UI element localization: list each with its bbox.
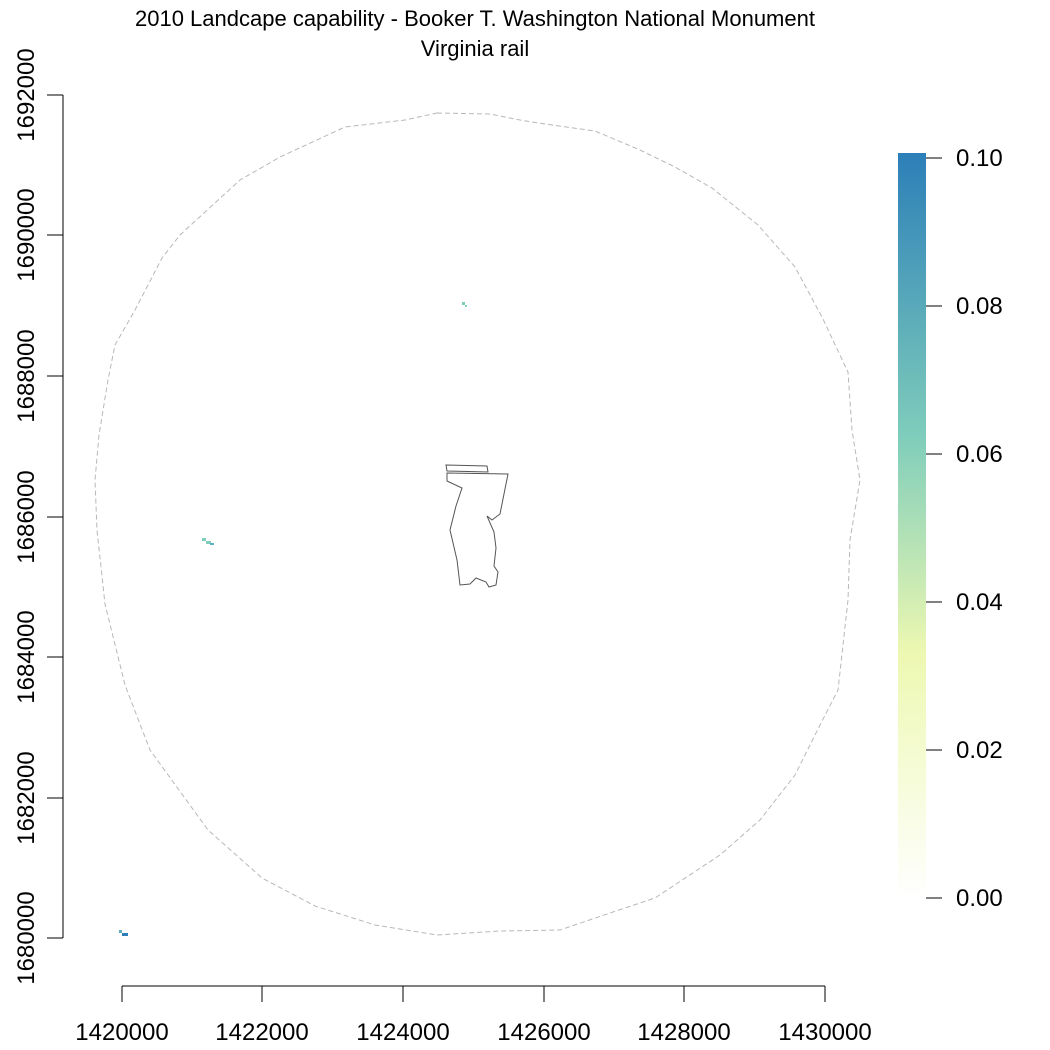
legend-label: 0.04	[956, 589, 1003, 616]
y-axis	[47, 94, 64, 939]
map-title: 2010 Landcape capability - Booker T. Was…	[135, 6, 815, 31]
x-tick-label: 1422000	[215, 1019, 308, 1046]
park-boundary	[445, 464, 509, 588]
legend-label: 0.00	[956, 885, 1003, 912]
x-tick-label: 1428000	[637, 1019, 730, 1046]
habitat-patch	[462, 302, 465, 305]
legend-colorbar	[898, 153, 926, 899]
habitat-patch	[122, 933, 128, 936]
x-axis	[121, 985, 826, 1002]
x-tick-label: 1424000	[356, 1019, 449, 1046]
legend-label: 0.10	[956, 145, 1003, 172]
habitat-patch	[202, 538, 206, 541]
habitat-patch	[465, 305, 467, 307]
y-tick-label: 1688000	[13, 329, 40, 422]
legend-ticks	[926, 157, 942, 899]
legend-label: 0.02	[956, 737, 1003, 764]
legend-label: 0.08	[956, 293, 1003, 320]
x-tick-label: 1420000	[75, 1019, 168, 1046]
y-tick-label: 1686000	[13, 470, 40, 563]
y-tick-label: 1680000	[13, 891, 40, 984]
y-tick-label: 1690000	[13, 188, 40, 281]
habitat-patch	[210, 543, 214, 545]
habitat-patches	[119, 302, 467, 936]
x-tick-label: 1426000	[497, 1019, 590, 1046]
map-subtitle: Virginia rail	[420, 36, 530, 61]
habitat-patch	[119, 930, 122, 933]
y-tick-label: 1684000	[13, 610, 40, 703]
legend-label: 0.06	[956, 441, 1003, 468]
habitat-patch	[206, 541, 211, 544]
buffer-boundary	[94, 112, 861, 936]
y-tick-label: 1692000	[13, 48, 40, 141]
y-tick-label: 1682000	[13, 751, 40, 844]
x-tick-label: 1430000	[778, 1019, 871, 1046]
